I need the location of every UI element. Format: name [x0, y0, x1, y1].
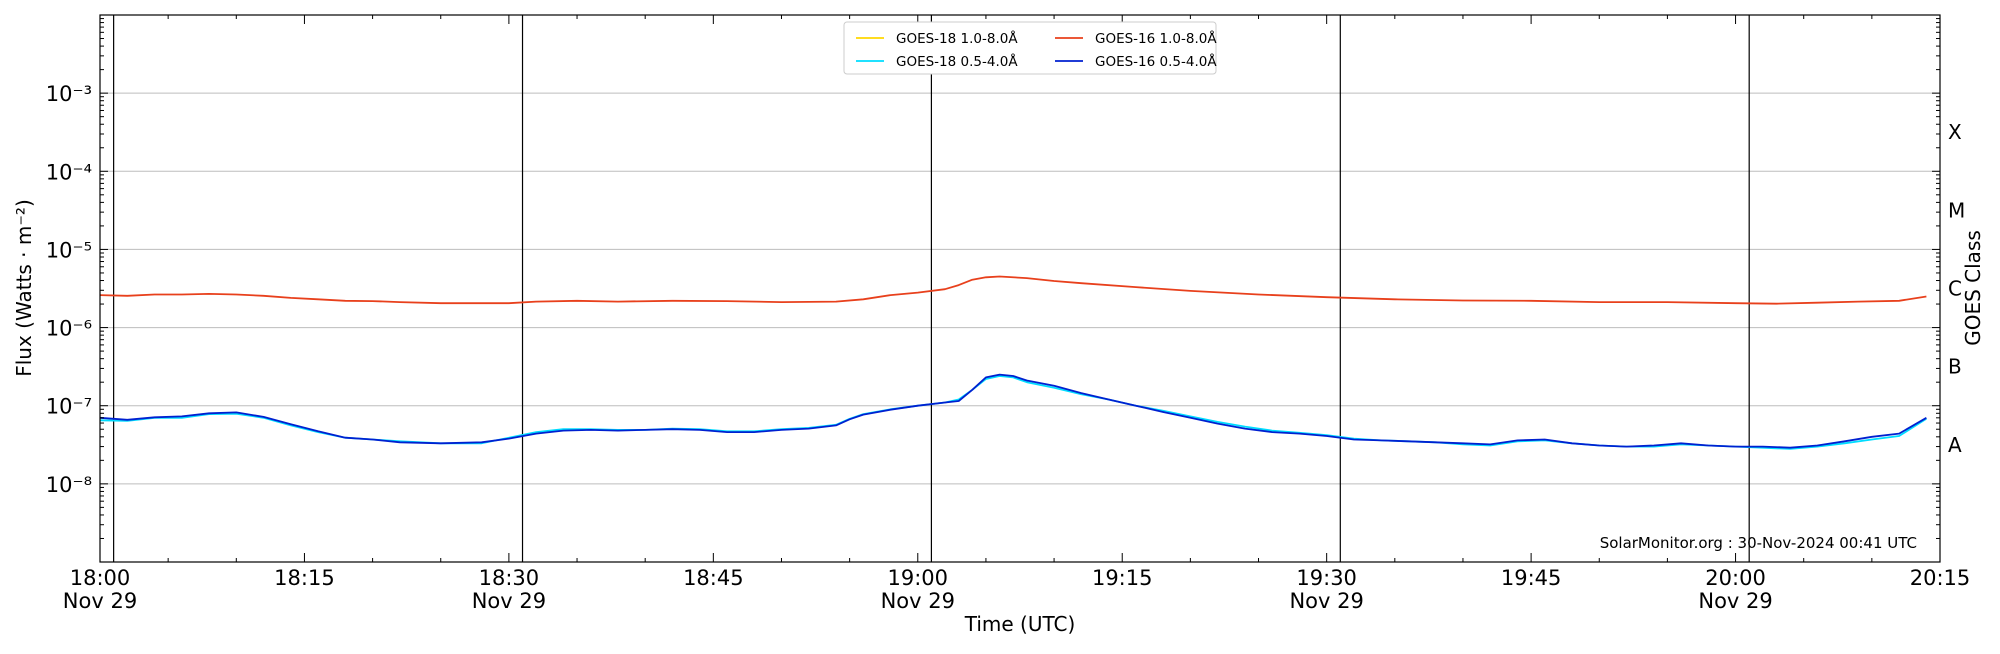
- y-axis-title: Flux (Watts · m⁻²): [12, 199, 36, 377]
- x-tick-sublabel: Nov 29: [881, 589, 955, 613]
- goes-class-label: X: [1948, 120, 1962, 144]
- x-tick-sublabel: Nov 29: [1698, 589, 1772, 613]
- x-tick-label: 19:45: [1501, 566, 1562, 590]
- goes-class-labels: A B C M X: [1948, 120, 1965, 457]
- right-axis-title: GOES Class: [1961, 230, 1985, 346]
- x-tick-label: 20:15: [1910, 566, 1971, 590]
- series-line: [99, 275, 1927, 305]
- y-tick-label: 10⁻⁵: [46, 238, 92, 262]
- y-tick-label: 10⁻⁴: [46, 160, 92, 184]
- series-line: [99, 375, 1927, 450]
- x-axis-title: Time (UTC): [964, 612, 1076, 636]
- y-tick-label: 10⁻³: [46, 82, 92, 106]
- x-tick-label: 18:15: [274, 566, 335, 590]
- goes-class-label: M: [1948, 198, 1965, 222]
- legend-label: GOES-18 0.5-4.0Å: [896, 53, 1018, 70]
- x-tick-sublabel: Nov 29: [472, 589, 546, 613]
- legend-label: GOES-18 1.0-8.0Å: [896, 30, 1018, 47]
- x-tick-label: 18:30: [479, 566, 540, 590]
- source-annotation: SolarMonitor.org : 30-Nov-2024 00:41 UTC: [1600, 534, 1917, 552]
- x-tick-label: 18:45: [683, 566, 744, 590]
- y-tick-label: 10⁻⁷: [46, 395, 92, 419]
- series-line: [99, 373, 1927, 449]
- x-tick-label: 19:30: [1296, 566, 1357, 590]
- goes-class-label: B: [1948, 355, 1962, 379]
- x-tick-label: 19:15: [1092, 566, 1153, 590]
- x-tick-label: 18:00: [70, 566, 131, 590]
- goes-class-label: A: [1948, 433, 1962, 457]
- x-tick-sublabel: Nov 29: [1289, 589, 1363, 613]
- legend-box: [843, 21, 1217, 75]
- y-tick-labels: 10⁻⁸ 10⁻⁷ 10⁻⁶ 10⁻⁵ 10⁻⁴ 10⁻³: [46, 82, 92, 497]
- legend-label: GOES-16 1.0-8.0Å: [1095, 30, 1217, 47]
- day-marker-lines: [113, 15, 1750, 562]
- x-tick-label: 19:00: [888, 566, 949, 590]
- plot-frame: [99, 14, 1941, 563]
- y-tick-label: 10⁻⁸: [46, 473, 92, 497]
- goes-class-label: C: [1948, 277, 1962, 301]
- tick-layer: [99, 14, 1941, 563]
- x-tick-label: 20:00: [1705, 566, 1766, 590]
- grid-layer: [100, 92, 1940, 485]
- legend: GOES-18 1.0-8.0Å GOES-18 0.5-4.0Å GOES-16 …: [843, 21, 1217, 75]
- x-tick-sublabel: Nov 29: [63, 589, 137, 613]
- legend-label: GOES-16 0.5-4.0Å: [1095, 53, 1217, 70]
- y-tick-label: 10⁻⁶: [46, 317, 92, 341]
- series-layer: [99, 275, 1927, 450]
